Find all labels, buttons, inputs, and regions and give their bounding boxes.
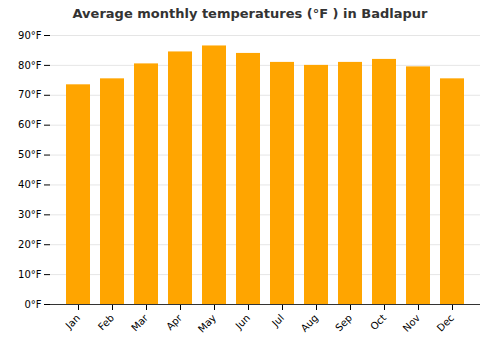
svg-text:Apr: Apr [164,312,185,333]
svg-text:40°F: 40°F [18,179,42,190]
svg-text:0°F: 0°F [24,299,41,310]
svg-text:60°F: 60°F [18,119,42,130]
svg-text:Nov: Nov [401,312,423,334]
svg-text:Jul: Jul [269,312,286,329]
svg-text:90°F: 90°F [18,30,42,41]
svg-text:Jun: Jun [233,312,253,332]
svg-text:70°F: 70°F [18,89,42,100]
svg-text:10°F: 10°F [18,269,42,280]
svg-text:Dec: Dec [435,312,456,333]
svg-text:30°F: 30°F [18,209,42,220]
svg-text:80°F: 80°F [18,60,42,71]
svg-text:Sep: Sep [333,312,354,333]
svg-text:Aug: Aug [299,312,321,334]
svg-text:20°F: 20°F [18,239,42,250]
svg-text:May: May [196,312,218,334]
svg-text:Jan: Jan [63,312,82,331]
svg-text:Oct: Oct [368,312,388,332]
html-text:Average monthly temperatures (: Average monthly temperatures (°F ) in Ba… [72,6,428,21]
svg-text:50°F: 50°F [18,149,42,160]
svg-text:Feb: Feb [96,312,116,332]
svg-text:Mar: Mar [129,312,151,334]
